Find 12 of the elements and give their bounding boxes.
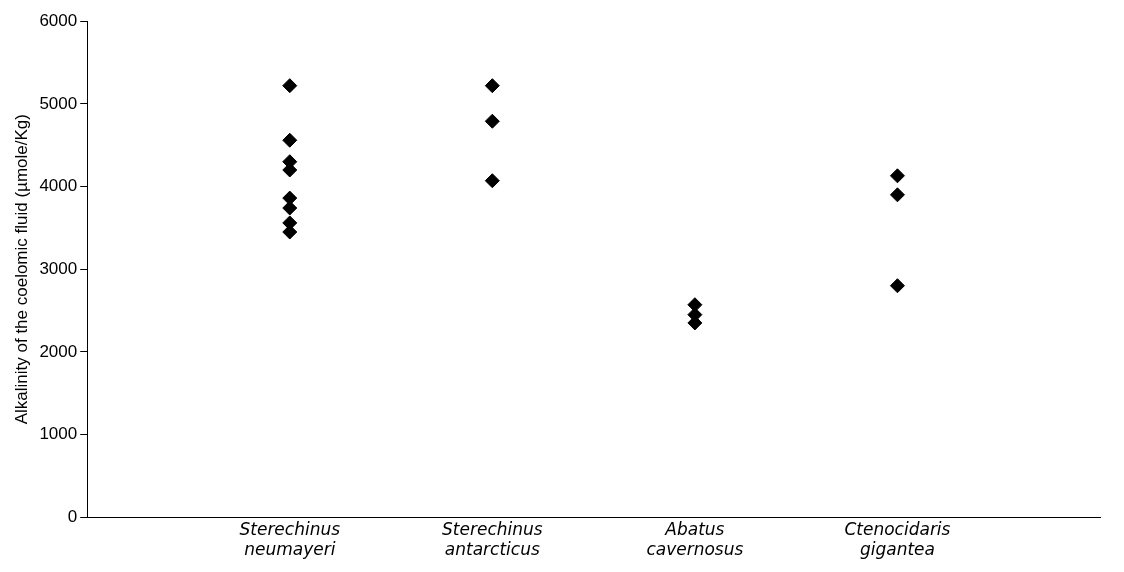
y-tick-label: 1000 — [39, 424, 78, 444]
x-tick-label: Sterechinus antarcticus — [442, 518, 543, 560]
y-tick-label: 0 — [67, 506, 78, 526]
y-tick-label: 2000 — [39, 341, 78, 361]
y-tick-label: 5000 — [39, 93, 78, 113]
y-tick-label: 6000 — [39, 10, 78, 30]
x-tick-label: Abatus cavernosus — [646, 518, 744, 560]
y-tick-label: 3000 — [39, 258, 78, 278]
y-axis-title: Alkalinity of the coelomic fluid (µmole/Kg) — [11, 114, 31, 425]
x-tick-label: Sterechinus neumayeri — [239, 518, 341, 560]
y-tick-label: 4000 — [39, 176, 78, 196]
x-tick-label: Ctenocidaris gigantea — [844, 518, 951, 560]
